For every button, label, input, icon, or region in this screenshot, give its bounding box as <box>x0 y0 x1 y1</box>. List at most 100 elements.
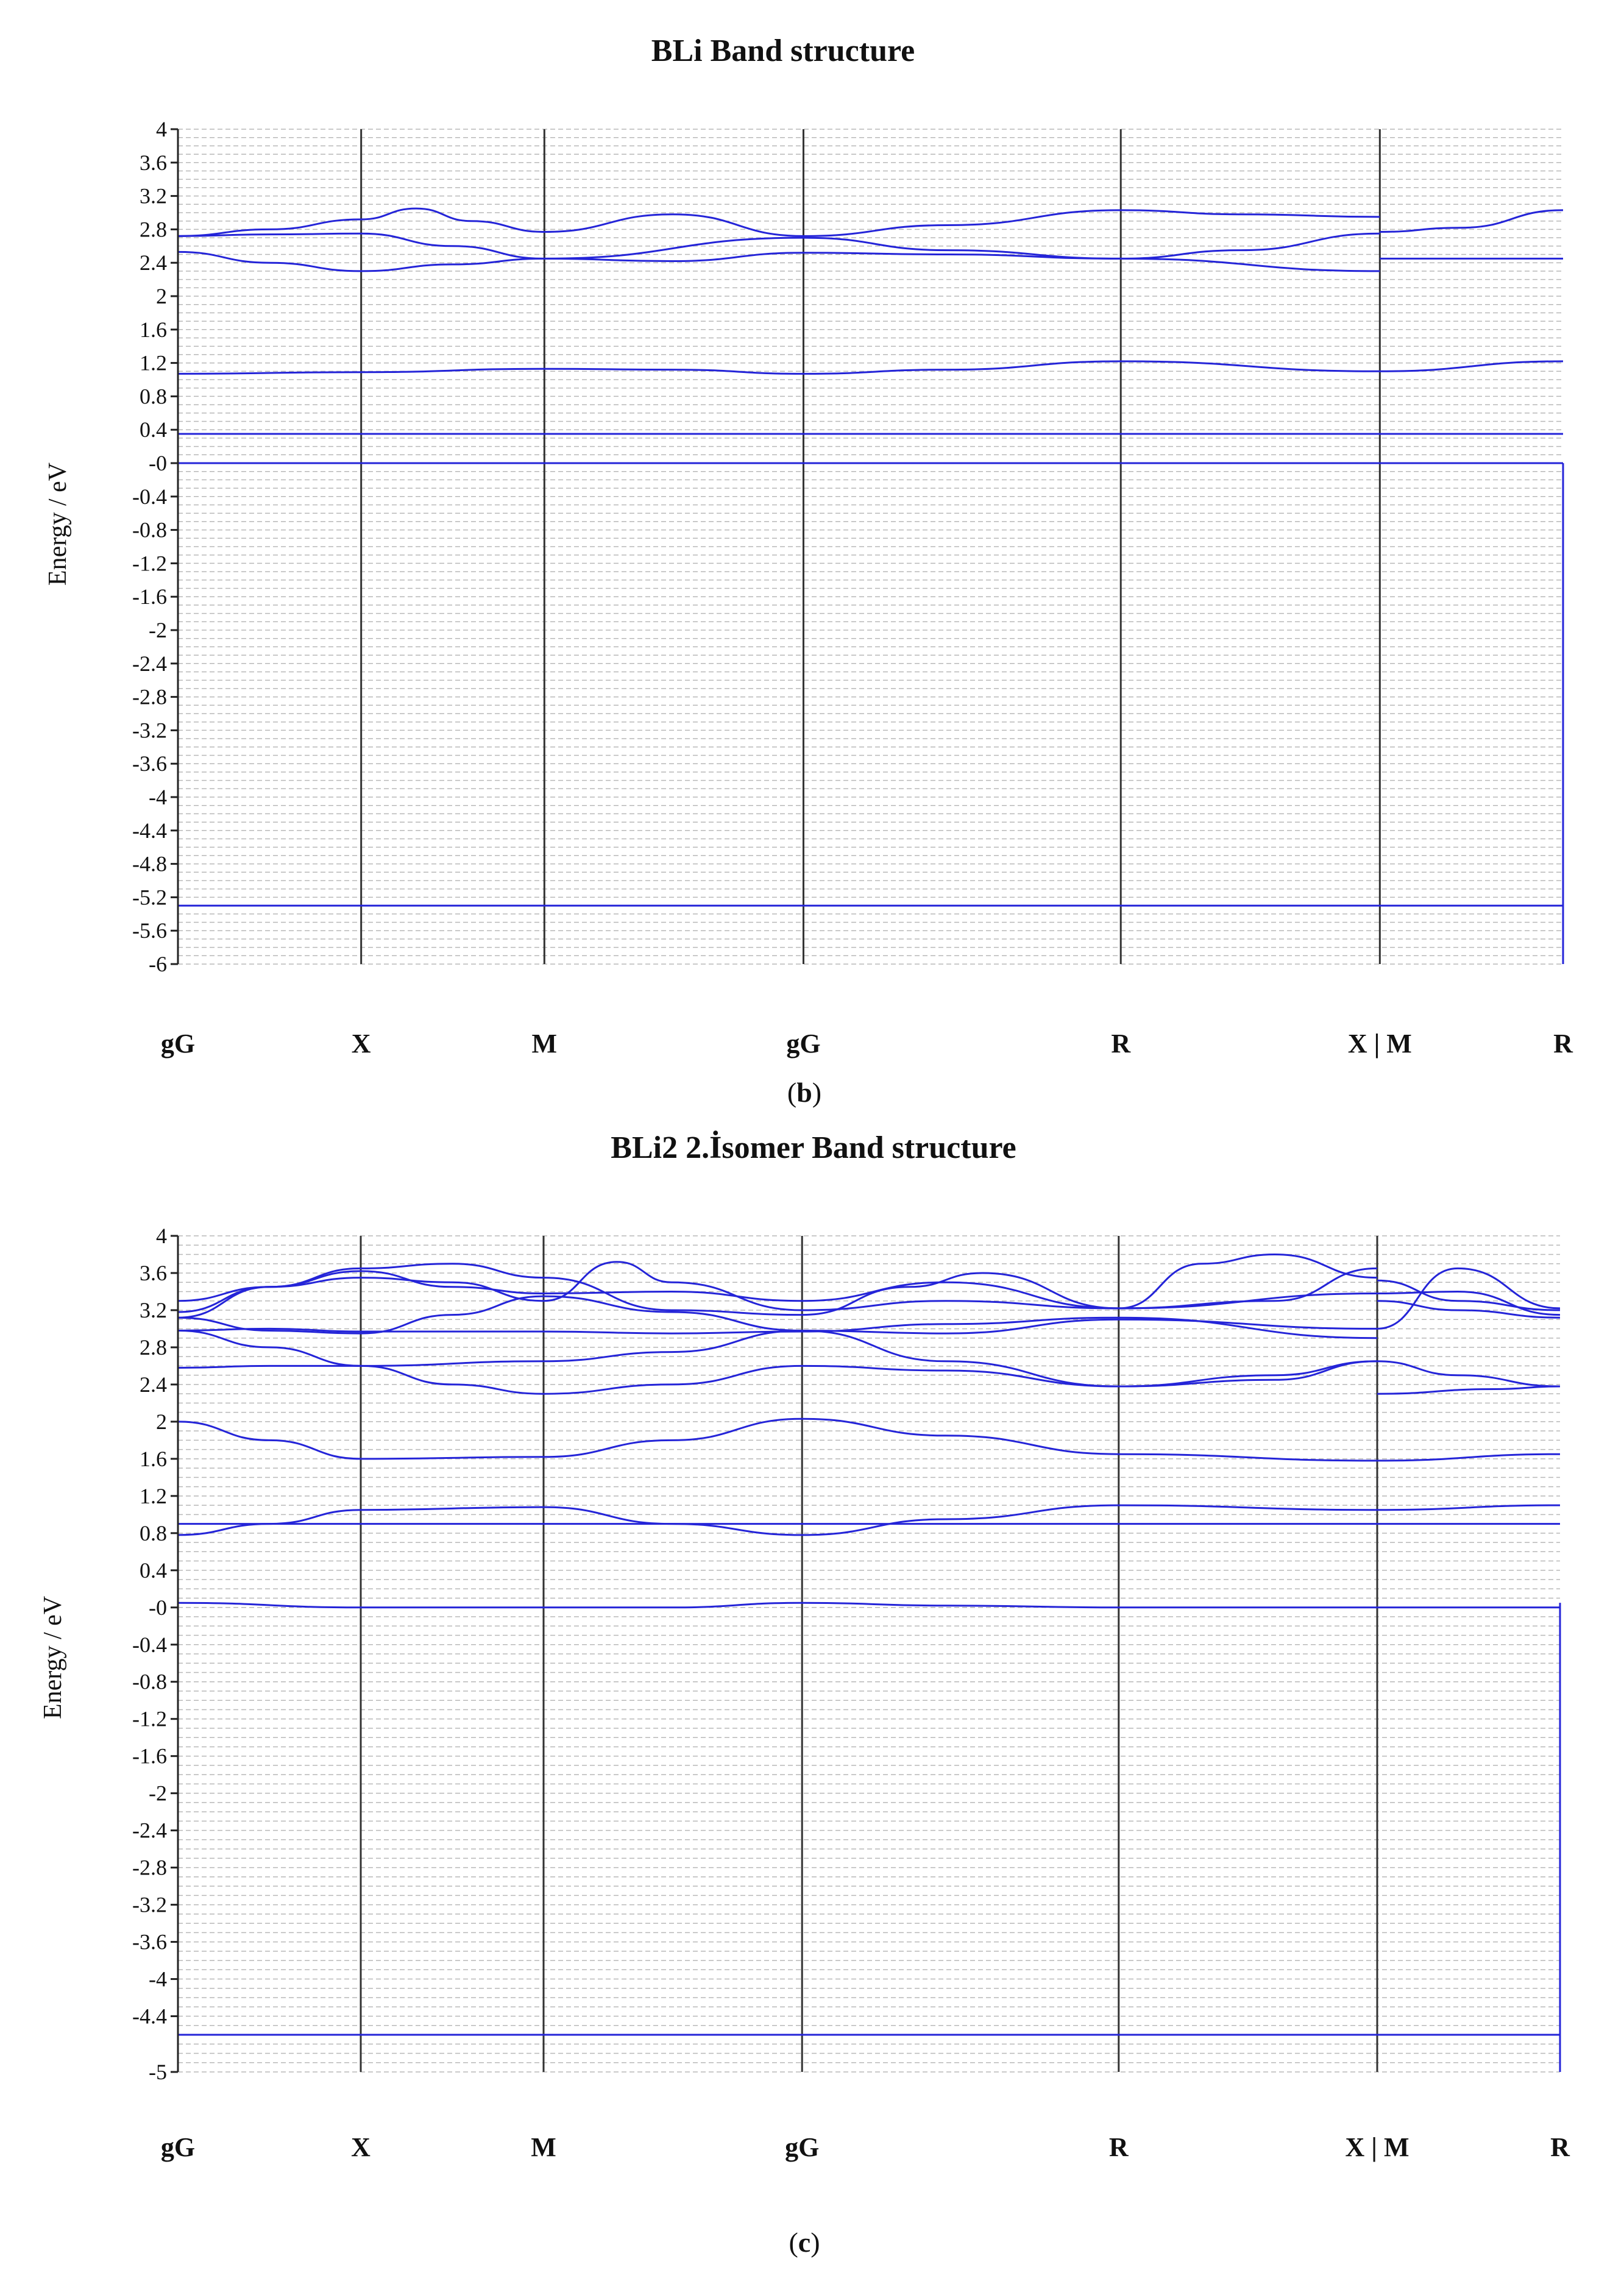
chart-c-ytick-label: 0.4 <box>140 1558 167 1583</box>
chart-c-ytick-label: -2 <box>149 1781 167 1806</box>
chart-c-ytick-label: -2.4 <box>132 1818 167 1843</box>
chart-b-ytick-label: -6 <box>149 952 167 976</box>
chart-c-ytick-label: 1.2 <box>140 1484 167 1508</box>
chart-c-ytick-label: -0.8 <box>132 1670 167 1694</box>
chart-b-kpoint-label: X <box>352 1029 371 1059</box>
chart-c-ytick-label: 2.8 <box>140 1335 167 1360</box>
chart-c-ylabel: Energy / eV <box>39 1596 67 1719</box>
chart-b-kpoint-lines <box>360 129 1381 964</box>
chart-b-band-7 <box>177 207 1380 237</box>
chart-b-ytick-label: 0.4 <box>140 417 167 442</box>
chart-b-kpoint-label: gG <box>786 1029 820 1059</box>
chart-b-ytick-label: 2.4 <box>140 250 167 275</box>
chart-c-band-5 <box>177 1417 1561 1462</box>
chart-c-band-6 <box>177 1330 1378 1395</box>
chart-c-ytick-label: 3.2 <box>140 1298 167 1322</box>
chart-c-band-9 <box>177 1295 1378 1335</box>
chart-b-kpoint-label: X | M <box>1348 1029 1412 1059</box>
chart-c-ytick-label: -3.6 <box>132 1930 167 1954</box>
chart-c-kpoint-label: gG <box>161 2132 195 2162</box>
chart-b-ytick-label: -1.6 <box>132 584 167 609</box>
chart-c-kpoint-label: gG <box>785 2132 819 2162</box>
chart-b-yticks: 4 3.6 3.2 2.8 2.4 2 1.6 1.2 0.8 0.4 -0 -0.4 -0.8 -1.2… <box>132 117 178 976</box>
chart-c-ytick-label: -4 <box>149 1967 167 1992</box>
chart-b-ytick-label: 3.6 <box>140 151 167 175</box>
chart-b-ytick-label: -0.8 <box>132 518 167 542</box>
chart-b-ytick-label: 2 <box>156 284 167 308</box>
chart-c-band-16 <box>1377 1279 1561 1311</box>
chart-c-band-8 <box>177 1316 1378 1339</box>
chart-c-yticks: 4 3.6 3.2 2.8 2.4 2 1.6 1.2 0.8 0.4 -0 -0.4 -0.8 -1.2… <box>132 1224 178 2084</box>
chart-b-ytick-label: -2 <box>149 618 167 642</box>
chart-c-band-14 <box>1377 1360 1561 1388</box>
chart-c-kpoint-label: X | M <box>1346 2132 1409 2162</box>
chart-c-band-2 <box>177 1601 1560 1609</box>
chart-b-ytick-label: 2.8 <box>140 217 167 241</box>
chart-b-ytick-label: 4 <box>156 117 167 141</box>
chart-b-ytick-label: -5.6 <box>132 918 167 943</box>
chart-c-ytick-label: -2.8 <box>132 1856 167 1880</box>
chart-c-band-18 <box>1377 1300 1561 1319</box>
chart-c-bands <box>177 1253 1561 2072</box>
chart-c-kpoint-label: X <box>351 2132 371 2162</box>
chart-b-ytick-label: 3.2 <box>140 184 167 208</box>
chart-b-ytick-label: -0 <box>149 451 167 475</box>
chart-c-band-15 <box>1377 1290 1561 1316</box>
chart-c-kpoint-label: M <box>531 2132 556 2162</box>
chart-b-ytick-label: -5.2 <box>132 885 167 909</box>
chart-c-ytick-label: 1.6 <box>140 1447 167 1471</box>
chart-b-ylabel: Energy / eV <box>44 463 72 586</box>
chart-b-grid <box>178 129 1563 965</box>
caption-b-letter: b <box>796 1077 812 1108</box>
chart-c-ytick-label: -4.4 <box>132 2004 167 2029</box>
chart-b-kpoint-label: M <box>532 1029 558 1059</box>
chart-c-title: BLi2 2.İsomer Band structure <box>611 1130 1016 1165</box>
chart-b-band-9 <box>1380 209 1564 233</box>
chart-b-ytick-label: -1.2 <box>132 551 167 575</box>
chart-c-ytick-label: 0.8 <box>140 1521 167 1545</box>
chart-b-ytick-label: 1.6 <box>140 317 167 342</box>
chart-b-ytick-label: -4 <box>149 785 167 809</box>
chart-c-kpoint-lines <box>360 1236 1378 2072</box>
chart-c-grid <box>178 1235 1560 2073</box>
chart-c-kpoint-label: R <box>1109 2132 1129 2162</box>
chart-c-band-7 <box>177 1329 1378 1388</box>
chart-c-ytick-label: 2 <box>156 1410 167 1434</box>
chart-c-band-13 <box>1377 1385 1561 1395</box>
chart-c-band-4 <box>177 1504 1561 1536</box>
chart-b-ytick-label: -3.6 <box>132 751 167 776</box>
caption-c-letter: c <box>798 2227 810 2258</box>
chart-c-ytick-label: -3.2 <box>132 1893 167 1917</box>
chart-b-ytick-label: -4.4 <box>132 818 167 843</box>
chart-c-ytick-label: -0.4 <box>132 1633 167 1657</box>
caption-c: (c) <box>789 2227 820 2258</box>
chart-b-band-6 <box>177 232 1380 260</box>
chart-b-kpoint-label: R <box>1111 1029 1131 1059</box>
chart-b-ytick-label: -3.2 <box>132 718 167 742</box>
chart-b-ytick-label: 1.2 <box>140 351 167 375</box>
chart-b-band-5 <box>177 250 1380 272</box>
chart-c-ytick-label: 3.6 <box>140 1261 167 1285</box>
chart-c-band-11 <box>177 1263 1378 1316</box>
chart-c-ytick-label: -1.6 <box>132 1744 167 1768</box>
caption-b: (b) <box>787 1077 821 1108</box>
chart-c-kpoint-label: R <box>1550 2132 1570 2162</box>
chart-b-ytick-label: -0.4 <box>132 484 167 509</box>
chart-b-ytick-label: -4.8 <box>132 852 167 876</box>
chart-c-ytick-label: 2.4 <box>140 1372 167 1397</box>
chart-c-ytick-label: -0 <box>149 1595 167 1620</box>
chart-b-bands <box>177 207 1564 964</box>
chart-b-ytick-label: 0.8 <box>140 384 167 408</box>
chart-b-ytick-label: -2.4 <box>132 651 167 676</box>
chart-c-ytick-label: -5 <box>149 2060 167 2084</box>
chart-b-title: BLi Band structure <box>651 34 915 68</box>
chart-c-ytick-label: -1.2 <box>132 1707 167 1731</box>
chart-c-band-17 <box>1377 1267 1561 1330</box>
chart-b-kpoint-label: R <box>1553 1029 1573 1059</box>
chart-c-ytick-label: 4 <box>156 1224 167 1248</box>
chart-c-band-12 <box>177 1253 1378 1319</box>
chart-b-kpoint-label: gG <box>161 1029 195 1059</box>
